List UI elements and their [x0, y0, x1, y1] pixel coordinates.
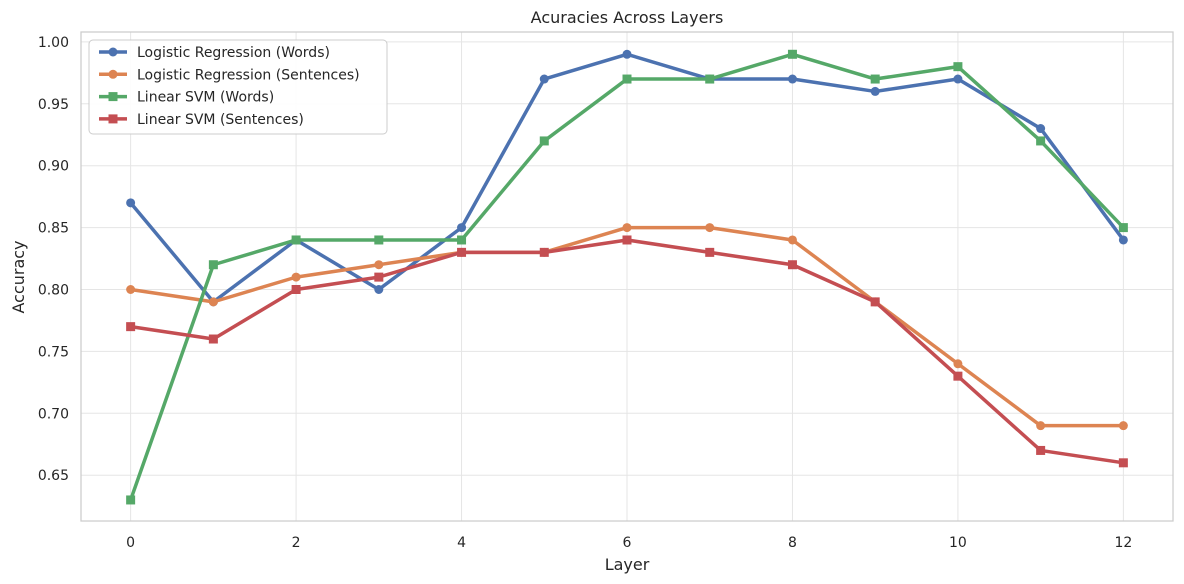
legend: Logistic Regression (Words) Logistic Regr…: [88, 39, 388, 135]
legend-label: Linear SVM (Sentences): [137, 112, 304, 128]
series-lines: [126, 49, 1128, 505]
x-tick-label: 8: [788, 535, 797, 551]
data-point: [622, 49, 632, 59]
x-tick-label: 12: [1114, 535, 1132, 551]
data-point: [374, 284, 384, 294]
data-point: [953, 359, 963, 369]
data-point: [1036, 421, 1046, 431]
data-point: [457, 223, 467, 233]
data-point: [291, 284, 301, 294]
chart-title: Acuracies Across Layers: [531, 8, 724, 27]
data-point: [705, 74, 715, 84]
data-point: [126, 198, 136, 208]
data-point: [1118, 421, 1128, 431]
data-point: [787, 74, 797, 84]
data-point: [622, 74, 632, 84]
data-point: [953, 74, 963, 84]
y-tick-label: 0.65: [38, 468, 69, 484]
legend-marker: [108, 69, 118, 79]
data-point: [457, 235, 467, 245]
data-point: [1036, 124, 1046, 134]
x-axis-ticks: 0 2 4 6 8 10 12: [126, 535, 1132, 551]
data-point: [374, 272, 384, 282]
legend-label: Linear SVM (Words): [137, 90, 274, 106]
data-point: [622, 223, 632, 233]
y-tick-label: 0.70: [38, 406, 69, 422]
data-point: [953, 62, 963, 72]
y-axis-ticks: 0.65 0.70 0.75 0.80 0.85 0.90 0.95 1.00: [38, 35, 69, 484]
y-tick-label: 1.00: [38, 35, 69, 51]
data-point: [953, 371, 963, 381]
x-tick-label: 4: [457, 535, 466, 551]
data-point: [126, 322, 136, 332]
data-point: [374, 235, 384, 245]
legend-marker: [108, 92, 118, 102]
legend-label: Logistic Regression (Words): [137, 45, 330, 61]
y-tick-label: 0.85: [38, 221, 69, 237]
x-tick-label: 0: [126, 535, 135, 551]
grid: [81, 32, 1173, 521]
x-tick-label: 6: [623, 535, 632, 551]
legend-item: Logistic Regression (Words): [99, 45, 330, 61]
legend-label: Logistic Regression (Sentences): [137, 67, 360, 83]
legend-box: [88, 39, 388, 135]
data-point: [1036, 445, 1046, 455]
data-point: [787, 235, 797, 245]
legend-item: Logistic Regression (Sentences): [99, 67, 360, 83]
data-point: [291, 235, 301, 245]
data-point: [539, 247, 549, 257]
y-axis-label: Accuracy: [9, 240, 28, 313]
legend-item: Linear SVM (Sentences): [99, 112, 304, 128]
y-tick-label: 0.90: [38, 159, 69, 175]
data-point: [374, 260, 384, 270]
data-point: [787, 49, 797, 59]
y-tick-label: 0.95: [38, 97, 69, 113]
data-point: [787, 260, 797, 270]
y-tick-label: 0.80: [38, 282, 69, 298]
data-point: [870, 86, 880, 96]
legend-marker: [108, 47, 118, 57]
data-point: [705, 223, 715, 233]
data-point: [622, 235, 632, 245]
data-point: [705, 247, 715, 257]
data-point: [208, 334, 218, 344]
data-point: [1118, 235, 1128, 245]
data-point: [1118, 223, 1128, 233]
data-point: [870, 297, 880, 307]
data-point: [870, 74, 880, 84]
data-point: [126, 284, 136, 294]
series-4: [126, 235, 1128, 468]
data-point: [539, 136, 549, 146]
legend-marker: [108, 114, 118, 124]
data-point: [291, 272, 301, 282]
x-tick-label: 10: [949, 535, 967, 551]
data-point: [1036, 136, 1046, 146]
legend-item: Linear SVM (Words): [99, 90, 274, 106]
data-point: [208, 260, 218, 270]
data-point: [208, 297, 218, 307]
data-point: [126, 495, 136, 505]
plot-frame: [80, 31, 1174, 522]
data-point: [539, 74, 549, 84]
y-tick-label: 0.75: [38, 344, 69, 360]
data-point: [457, 247, 467, 257]
data-point: [1118, 458, 1128, 468]
series-3: [126, 49, 1128, 505]
x-tick-label: 2: [292, 535, 301, 551]
x-axis-label: Layer: [605, 555, 650, 574]
